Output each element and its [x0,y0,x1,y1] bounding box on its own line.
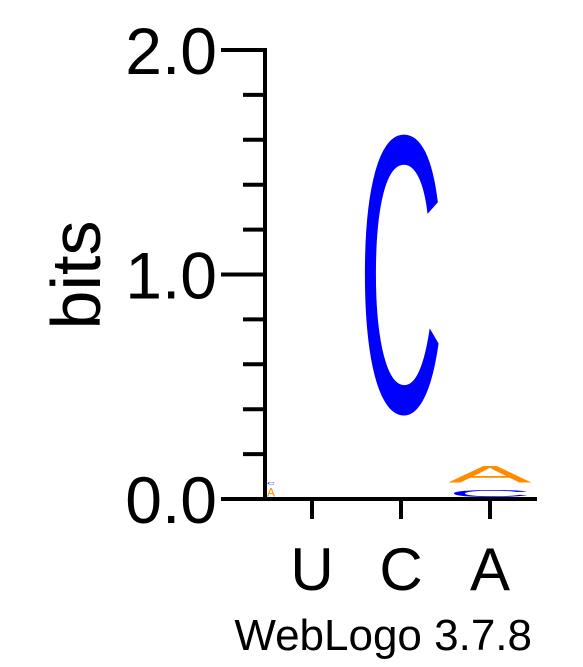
y-tick-label: 1.0 [125,239,217,313]
y-ticks: 0.0 1.0 2.0 [125,14,265,537]
logo-letter-c-pos2: C [359,52,443,496]
x-tick-label-a: A [470,536,510,603]
y-tick-label: 2.0 [125,14,217,88]
x-tick-label-c: C [379,536,422,603]
y-tick-label: 0.0 [125,463,217,537]
logo-letter-a-pos1: A [267,485,275,499]
logo-letter-c-pos3: C [448,488,532,499]
logo-letter-c-pos1: C [267,481,275,486]
x-tick-label-u: U [290,536,333,603]
logo-letter-a-pos3: A [448,461,533,488]
footer-credit: WebLogo 3.7.8 [234,611,532,660]
y-axis-label: bits [37,221,115,330]
letter-stacks: AC C CA [267,52,533,499]
